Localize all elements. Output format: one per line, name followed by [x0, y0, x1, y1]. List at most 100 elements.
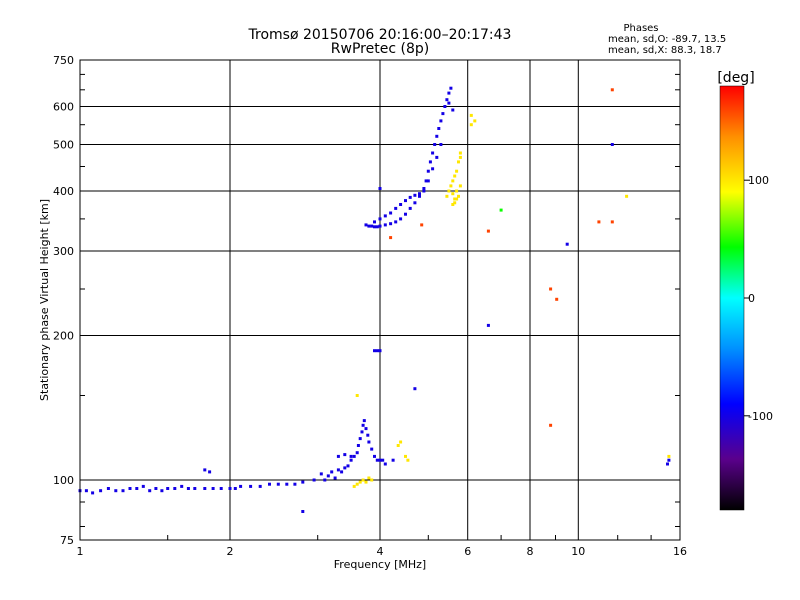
data-point	[449, 86, 453, 90]
y-tick-label: 300	[53, 245, 74, 258]
data-point	[276, 482, 280, 486]
data-point	[451, 179, 455, 183]
data-point	[208, 470, 212, 474]
data-point	[349, 458, 353, 462]
data-point	[396, 444, 400, 447]
data-point	[378, 349, 382, 353]
data-point	[449, 184, 453, 188]
data-point	[431, 167, 435, 171]
data-point	[394, 206, 398, 210]
data-point	[352, 454, 356, 458]
y-tick-label: 100	[53, 474, 74, 487]
data-point	[336, 468, 340, 472]
data-point	[135, 487, 139, 490]
plot-frame	[79, 59, 681, 541]
grid-lines	[79, 59, 681, 541]
data-point	[458, 151, 462, 155]
data-point	[451, 108, 455, 112]
data-point	[367, 224, 371, 228]
data-point	[381, 458, 385, 462]
data-point	[610, 220, 614, 224]
data-point	[408, 195, 412, 199]
data-point	[148, 489, 152, 493]
data-point	[667, 458, 671, 462]
x-tick-label: 16	[673, 545, 687, 558]
data-point	[399, 440, 403, 444]
data-point	[99, 489, 103, 493]
chart-subtitle: RwPretec (8p)	[331, 41, 429, 57]
data-point	[457, 194, 460, 198]
data-point	[166, 487, 170, 490]
data-point	[447, 101, 451, 105]
data-point	[373, 454, 376, 458]
data-point	[370, 224, 374, 228]
y-tick-label: 500	[53, 139, 74, 152]
data-point	[343, 453, 347, 457]
data-point	[451, 203, 455, 206]
data-point	[355, 451, 359, 455]
data-point	[445, 98, 449, 102]
data-point	[597, 220, 601, 224]
data-point	[141, 484, 145, 488]
data-point	[625, 194, 629, 198]
phase-info-title: Phases	[623, 23, 658, 34]
data-point	[451, 192, 455, 196]
data-point	[610, 88, 614, 92]
data-point	[373, 220, 376, 224]
data-point	[340, 470, 344, 474]
x-tick-label: 2	[227, 545, 234, 558]
data-point	[413, 201, 417, 205]
data-point	[437, 127, 441, 130]
data-point	[173, 487, 177, 490]
data-point	[453, 197, 457, 201]
data-point	[319, 472, 323, 476]
data-point	[391, 458, 395, 462]
data-point	[458, 155, 462, 159]
data-point	[610, 143, 614, 146]
data-point	[457, 160, 460, 164]
data-point	[364, 223, 368, 227]
data-point	[413, 387, 417, 391]
data-point	[219, 487, 223, 490]
data-point	[549, 423, 553, 427]
data-point	[366, 433, 370, 437]
colorbar-label: [deg]	[717, 70, 754, 86]
data-point	[330, 470, 334, 474]
chart-title: Tromsø 20150706 20:16:00–20:17:43	[248, 27, 512, 43]
data-point	[447, 91, 451, 95]
data-point	[106, 487, 110, 490]
data-point	[406, 458, 410, 462]
data-point	[666, 462, 669, 466]
data-point	[323, 478, 327, 482]
x-tick-label: 1	[77, 545, 84, 558]
data-point	[301, 510, 305, 513]
data-point	[373, 225, 376, 229]
data-point	[233, 487, 237, 490]
colorbar	[719, 85, 745, 511]
data-point	[326, 474, 330, 478]
data-point	[211, 487, 215, 490]
data-point	[346, 464, 350, 468]
data-point	[293, 482, 297, 486]
y-tick-label: 75	[60, 534, 74, 547]
data-point	[285, 482, 289, 486]
data-point	[667, 454, 671, 458]
phase-info-x: mean, sd,X: 88.3, 18.7	[608, 45, 722, 56]
data-point	[439, 119, 443, 123]
data-point	[378, 217, 382, 221]
data-point	[336, 454, 340, 458]
data-point	[333, 476, 337, 480]
data-point	[389, 236, 393, 240]
data-point	[373, 349, 376, 353]
data-point	[433, 143, 437, 146]
data-point	[358, 437, 362, 441]
data-point	[228, 487, 232, 490]
y-tick-label: 750	[53, 54, 74, 67]
data-point	[422, 189, 426, 193]
data-point	[383, 462, 387, 466]
data-point	[268, 482, 271, 486]
data-point	[435, 155, 439, 159]
data-point	[360, 430, 364, 434]
data-point	[154, 487, 158, 490]
x-tick-label: 10	[571, 545, 585, 558]
